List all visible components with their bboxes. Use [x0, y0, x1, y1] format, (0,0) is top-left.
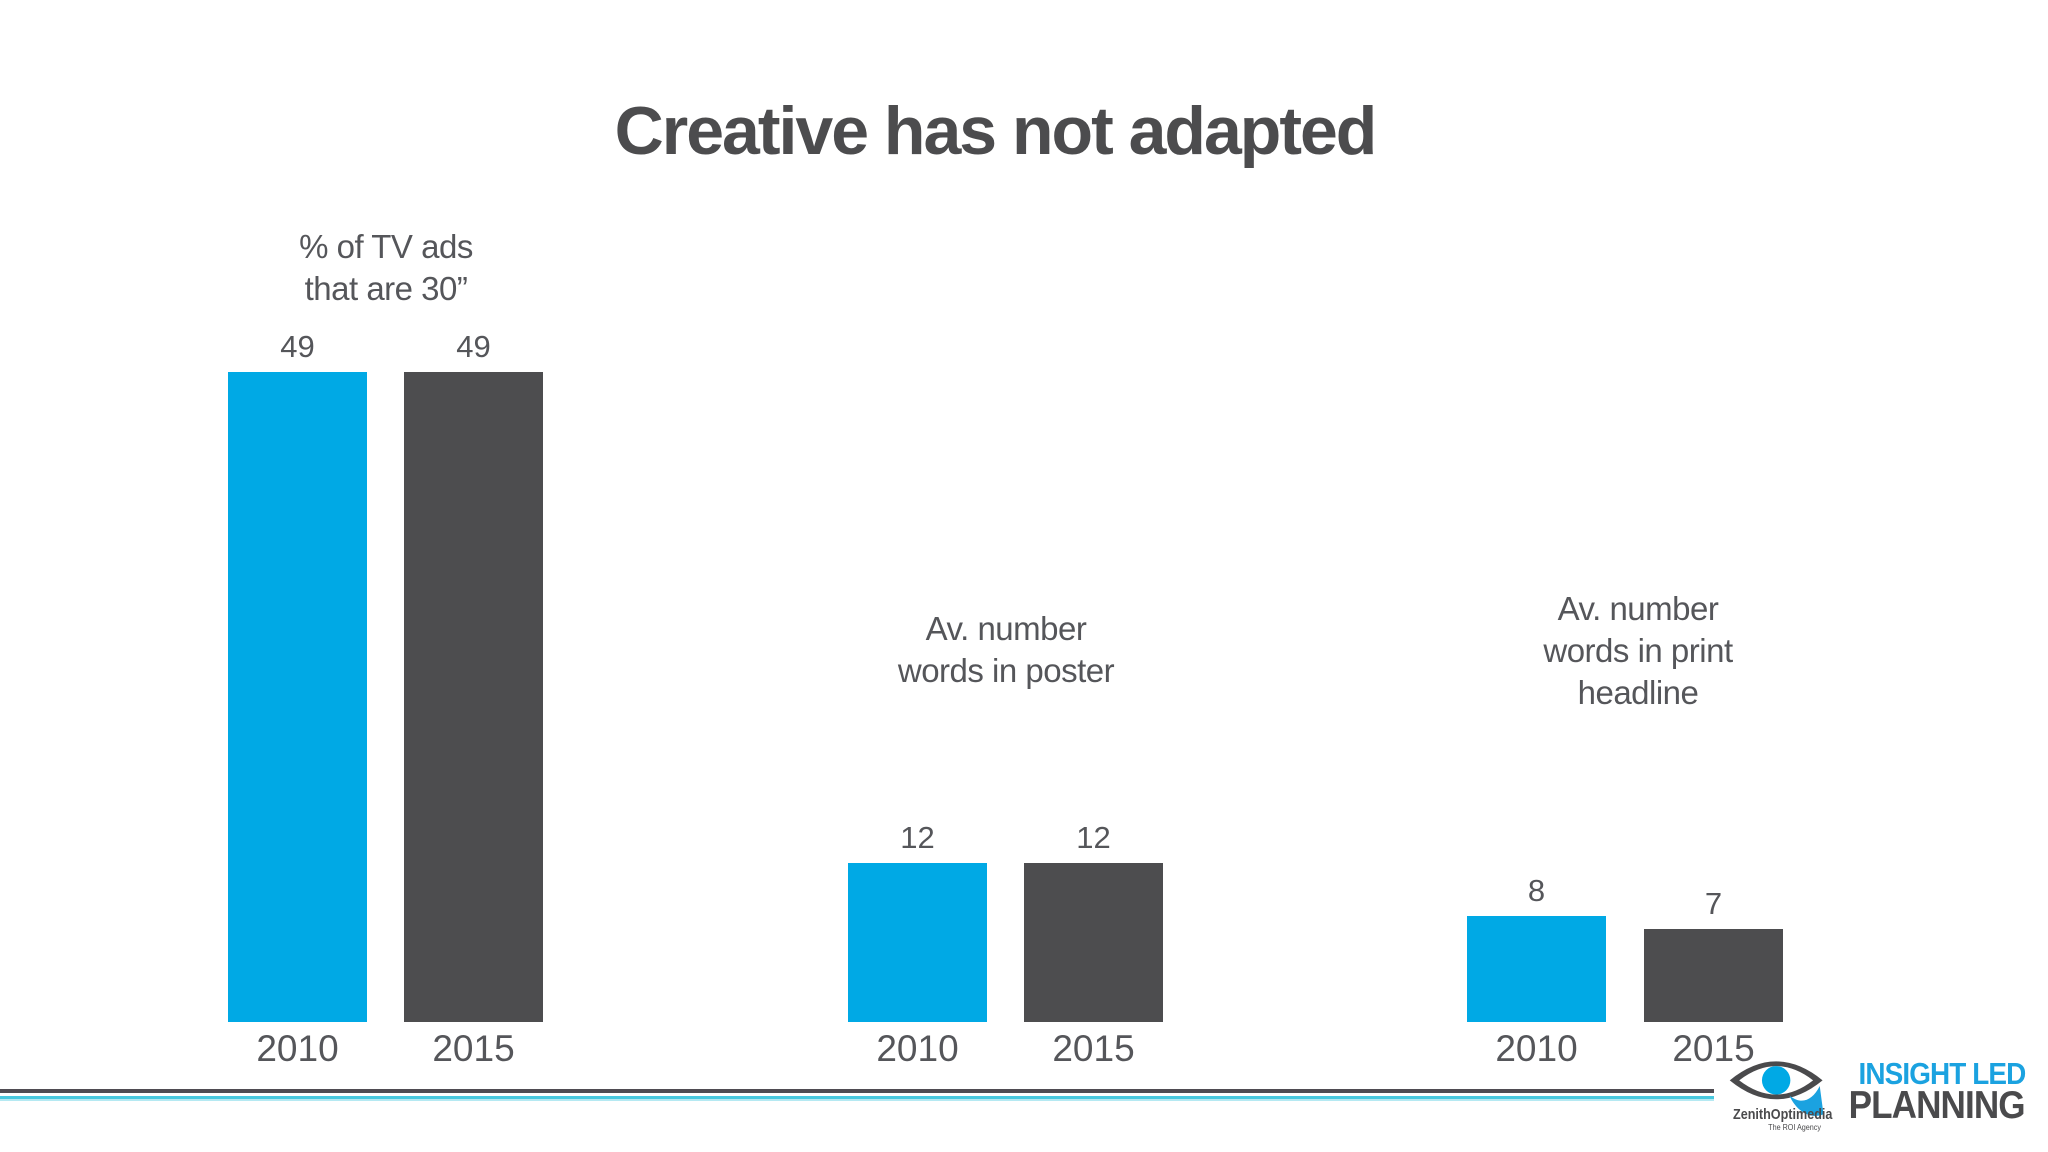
chart-title-tv-ads: % of TV ads that are 30” — [299, 228, 473, 307]
eye-icon — [1729, 1061, 1824, 1116]
bar-group-poster-2015: 12 — [1024, 822, 1163, 1022]
category-label-2015: 2015 — [432, 1028, 515, 1069]
bar-group-print-2015: 7 — [1644, 888, 1783, 1022]
bar-group-tv-2015: 49 — [404, 331, 543, 1022]
bar-print-2015 — [1644, 929, 1783, 1022]
bar-group-tv-2010: 49 — [228, 331, 367, 1022]
bar-poster-2010 — [848, 863, 987, 1022]
category-label-2010: 2010 — [256, 1028, 339, 1069]
bar-poster-2015 — [1024, 863, 1163, 1022]
bar-group-print-2010: 8 — [1467, 875, 1606, 1022]
page-title: Creative has not adapted — [614, 93, 1378, 169]
bar-value-label: 7 — [1704, 886, 1723, 921]
logo-insight-led-text: INSIGHT LED — [1858, 1056, 2026, 1091]
bar-value-label: 49 — [456, 329, 491, 364]
category-label-2015: 2015 — [1672, 1028, 1755, 1069]
bar-group-poster-2010: 12 — [848, 822, 987, 1022]
divider-line-cyan-highlight — [0, 1099, 1714, 1101]
divider-line-cyan — [0, 1096, 1714, 1099]
bar-value-label: 49 — [280, 329, 315, 364]
category-label-2010: 2010 — [1495, 1028, 1578, 1069]
category-label-2010: 2010 — [876, 1028, 959, 1069]
bar-print-2010 — [1467, 916, 1606, 1022]
bar-value-label: 8 — [1527, 873, 1546, 908]
logo-brand-tagline: The ROI Agency — [1768, 1123, 1821, 1132]
bar-value-label: 12 — [1076, 820, 1111, 855]
bar-tv-2015 — [404, 372, 543, 1022]
chart-title-print-headline: Av. number words in print headline — [1543, 590, 1733, 711]
bar-value-label: 12 — [900, 820, 935, 855]
divider-line-dark — [0, 1089, 1714, 1093]
chart-title-poster: Av. number words in poster — [897, 610, 1115, 689]
logo-planning-text: PLANNING — [1848, 1084, 2026, 1127]
logo-brand-name: ZenithOptimedia — [1733, 1106, 1833, 1123]
bar-tv-2010 — [228, 372, 367, 1022]
category-label-2015: 2015 — [1052, 1028, 1135, 1069]
